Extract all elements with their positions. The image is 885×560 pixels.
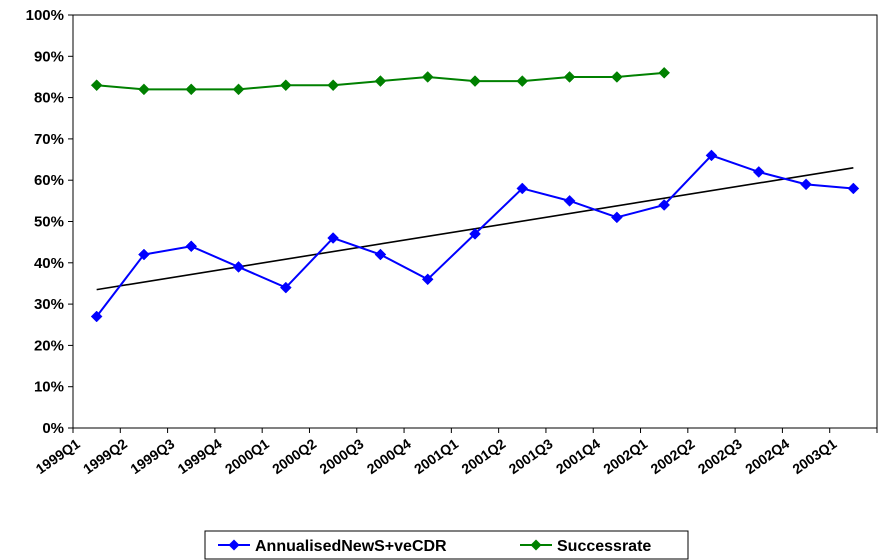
x-tick-label: 2001Q1 [411,435,461,477]
data-point [611,71,623,83]
y-axis: 0% 10% 20% 30% 40% 50% 60% 70% 80% 90% 100% [26,7,73,437]
y-tick-label: 90% [34,48,64,65]
data-point [516,182,529,195]
data-point [138,83,150,96]
data-point [232,83,245,96]
x-tick-label: 2002Q4 [742,435,792,477]
y-tick-label: 40% [34,255,64,272]
data-point [232,261,245,273]
data-point [800,178,812,191]
data-point [516,75,529,87]
x-tick-label: 1999Q1 [33,435,83,477]
data-point [469,75,481,87]
y-tick-label: 60% [34,172,64,189]
series-1 [90,149,860,323]
data-point [421,273,434,286]
y-tick-label: 20% [34,337,64,354]
legend-box [204,530,689,560]
legend-swatch-marker [530,539,542,551]
data-point [469,228,481,240]
y-tick-label: 10% [34,379,64,396]
y-tick-label: 0% [42,420,64,437]
x-tick-label: 1999Q3 [127,435,177,477]
data-point [421,71,434,83]
data-point [374,75,387,87]
x-axis: 1999Q11999Q21999Q31999Q42000Q12000Q22000… [33,428,878,477]
x-tick-label: 2000Q3 [316,435,366,477]
x-tick-label: 2001Q4 [553,435,603,477]
y-tick-label: 30% [34,296,64,313]
data-point [327,232,339,244]
x-tick-label: 2001Q3 [506,435,556,477]
x-tick-label: 2002Q2 [648,435,698,477]
x-tick-label: 2000Q1 [222,435,272,477]
data-point [279,79,292,92]
x-tick-label: 2003Q1 [789,435,839,477]
data-point [563,194,576,207]
data-point [374,248,387,261]
data-point [847,182,860,195]
data-point [752,166,765,178]
data-point [327,79,339,92]
y-tick-label: 100% [26,7,64,24]
x-tick-label: 2001Q2 [458,435,508,477]
x-tick-label: 1999Q4 [175,435,225,477]
legend-label: Successrate [557,538,651,555]
x-tick-label: 2002Q3 [695,435,745,477]
data-point [185,83,198,96]
y-tick-label: 70% [34,131,64,148]
series-2 [90,66,671,96]
legend-swatch-marker [228,539,240,551]
data-point [611,211,623,224]
data-point [705,149,718,162]
x-tick-label: 2002Q1 [600,435,650,477]
data-point [658,66,671,79]
x-tick-label: 1999Q2 [80,435,130,477]
data-point [279,281,292,294]
legend: AnnualisedNewS+veCDR Successrate [204,530,689,560]
data-point [90,79,103,92]
y-tick-label: 50% [34,214,64,231]
x-tick-label: 2000Q2 [269,435,319,477]
series-layer [90,66,860,323]
legend-label: AnnualisedNewS+veCDR [255,538,447,555]
data-point [90,310,103,323]
x-tick-label: 2000Q4 [364,435,414,477]
y-tick-label: 80% [34,90,64,107]
data-point [138,248,150,261]
data-point [185,240,198,253]
data-point [563,71,576,83]
data-point [658,199,671,211]
